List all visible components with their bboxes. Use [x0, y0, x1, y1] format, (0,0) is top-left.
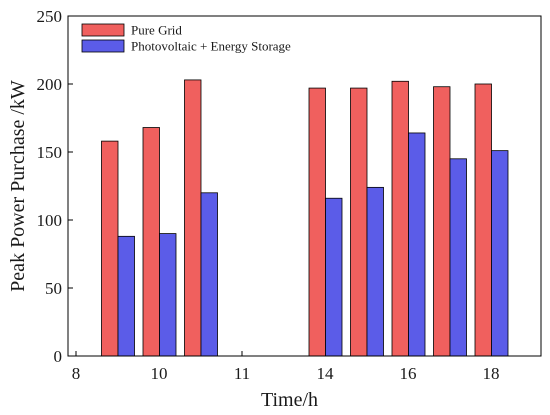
plot-frame — [67, 15, 542, 357]
legend-label: Pure Grid — [131, 23, 182, 38]
x-tick-label: 8 — [72, 364, 81, 383]
x-axis-ticks: 8 10 11 14 16 18 — [72, 351, 500, 383]
x-tick-label: 14 — [317, 364, 335, 383]
y-tick-label: 250 — [37, 7, 63, 26]
bar-pure-grid — [101, 140, 119, 357]
legend-label: Photovoltaic + Energy Storage — [131, 39, 291, 54]
x-tick-label: 11 — [234, 364, 250, 383]
x-tick-label: 10 — [151, 364, 168, 383]
bar-pure-grid — [308, 87, 326, 357]
bars — [101, 79, 509, 357]
bar-pv-storage — [200, 192, 218, 357]
x-tick-label: 18 — [483, 364, 500, 383]
bar-pv-storage — [325, 197, 343, 357]
y-axis-label: Peak Power Purchase /kW — [7, 80, 29, 292]
x-tick-label: 16 — [400, 364, 417, 383]
y-tick-label: 150 — [37, 143, 63, 162]
bar-pure-grid — [350, 87, 368, 357]
bar-pure-grid — [184, 79, 202, 357]
x-axis-label: Time/h — [261, 389, 318, 411]
bar-pv-storage — [408, 132, 426, 357]
legend-swatch — [81, 23, 125, 37]
y-tick-label: 200 — [37, 75, 63, 94]
bar-pv-storage — [117, 235, 135, 357]
bar-pure-grid — [142, 127, 160, 357]
bar-pv-storage — [159, 233, 177, 357]
y-tick-label: 0 — [54, 347, 63, 366]
y-tick-label: 50 — [45, 279, 62, 298]
legend-swatch — [81, 39, 125, 53]
bar-pure-grid — [391, 80, 409, 357]
bar-pv-storage — [449, 158, 467, 357]
y-tick-label: 100 — [37, 211, 63, 230]
bar-pure-grid — [433, 86, 451, 357]
bar-pv-storage — [366, 186, 384, 357]
bar-pv-storage — [491, 150, 509, 357]
bar-pure-grid — [474, 83, 492, 357]
